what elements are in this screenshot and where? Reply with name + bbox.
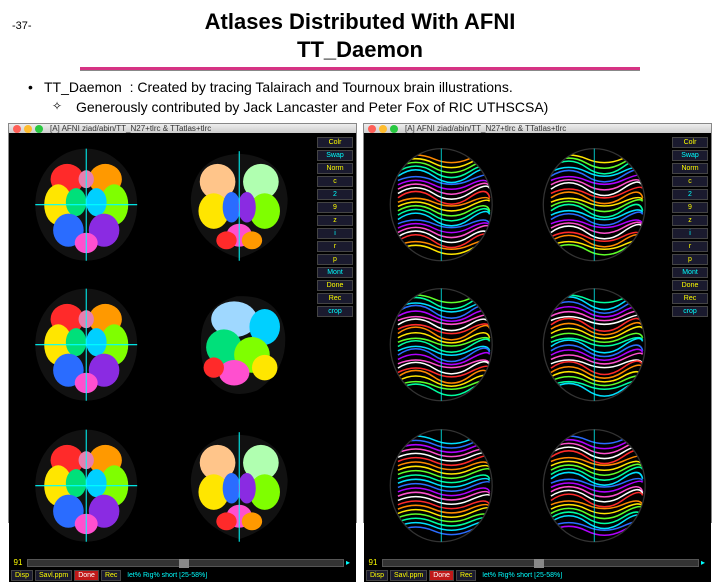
title-line-2: TT_Daemon: [297, 37, 423, 62]
bottom-button[interactable]: Done: [74, 570, 99, 581]
bullet-text: TT_Daemon : Created by tracing Talairach…: [44, 78, 513, 98]
bullet-desc: : Created by tracing Talairach and Tourn…: [130, 79, 513, 95]
sidebar-button[interactable]: Swap: [672, 150, 708, 161]
slider-thumb[interactable]: [179, 559, 189, 568]
sidebar-button[interactable]: crop: [317, 306, 353, 317]
close-icon[interactable]: [13, 125, 21, 133]
sidebar-button[interactable]: Colr: [672, 137, 708, 148]
zoom-icon[interactable]: [35, 125, 43, 133]
sidebar-button[interactable]: 2: [672, 189, 708, 200]
left-panel: [A] AFNI ziad/abin/TT_N27+tlrc & TTatlas…: [8, 123, 357, 523]
window-title: [A] AFNI ziad/abin/TT_N27+tlrc & TTatlas…: [50, 124, 211, 133]
minimize-icon[interactable]: [24, 125, 32, 133]
brain-slice[interactable]: [366, 135, 517, 273]
sub-bullet-marker: ✧: [52, 98, 76, 118]
bullet-row: • TT_Daemon : Created by tracing Talaira…: [28, 78, 700, 98]
page-title: Atlases Distributed With AFNI TT_Daemon: [0, 0, 720, 63]
sidebar-button[interactable]: Mont: [317, 267, 353, 278]
bottom-bar: 91 ▸ DispSavl.ppmDoneRec let% Rig% short…: [9, 557, 356, 582]
window-titlebar: [A] AFNI ziad/abin/TT_N27+tlrc & TTatlas…: [364, 124, 711, 133]
sidebar-button[interactable]: z: [317, 215, 353, 226]
right-panel: [A] AFNI ziad/abin/TT_N27+tlrc & TTatlas…: [363, 123, 712, 523]
sidebar-button[interactable]: Colr: [317, 137, 353, 148]
sub-bullet-row: ✧ Generously contributed by Jack Lancast…: [52, 98, 700, 118]
bottom-button[interactable]: Savl.ppm: [390, 570, 427, 581]
bottom-button[interactable]: Disp: [11, 570, 33, 581]
bottom-button[interactable]: Done: [429, 570, 454, 581]
slider-value: 91: [366, 558, 380, 567]
brain-grid: Colr Swap Norm c 2 9 zirp Mont Done Rec crop: [9, 133, 356, 556]
brain-slice[interactable]: [164, 276, 315, 414]
status-text: let% Rig% short [25-58%]: [127, 572, 207, 579]
button-row: DispSavl.ppmDoneRec let% Rig% short [25-…: [364, 569, 711, 582]
sidebar-button[interactable]: r: [672, 241, 708, 252]
bottom-button[interactable]: Rec: [101, 570, 121, 581]
sidebar-button[interactable]: Rec: [317, 293, 353, 304]
slider-arrow-icon[interactable]: ▸: [346, 558, 354, 567]
bullet-block: • TT_Daemon : Created by tracing Talaira…: [28, 78, 700, 117]
brain-slice[interactable]: [164, 135, 315, 273]
bottom-button[interactable]: Disp: [366, 570, 388, 581]
sidebar-button[interactable]: 9: [672, 202, 708, 213]
button-row: DispSavl.ppmDoneRec let% Rig% short [25-…: [9, 569, 356, 582]
window-title: [A] AFNI ziad/abin/TT_N27+tlrc & TTatlas…: [405, 124, 566, 133]
sidebar-button[interactable]: Mont: [672, 267, 708, 278]
minimize-icon[interactable]: [379, 125, 387, 133]
sidebar-button[interactable]: Done: [672, 280, 708, 291]
bullet-marker: •: [28, 78, 44, 98]
window-titlebar: [A] AFNI ziad/abin/TT_N27+tlrc & TTatlas…: [9, 124, 356, 133]
sidebar-button[interactable]: 2: [317, 189, 353, 200]
bottom-button[interactable]: Rec: [456, 570, 476, 581]
brain-slice[interactable]: [366, 276, 517, 414]
sub-bullet-text: Generously contributed by Jack Lancaster…: [76, 98, 548, 118]
bullet-label: TT_Daemon: [44, 79, 122, 95]
sidebar-button[interactable]: z: [672, 215, 708, 226]
slider-arrow-icon[interactable]: ▸: [701, 558, 709, 567]
bottom-bar: 91 ▸ DispSavl.ppmDoneRec let% Rig% short…: [364, 557, 711, 582]
sidebar-button[interactable]: Done: [317, 280, 353, 291]
title-underline: [80, 67, 640, 70]
brain-grid: Colr Swap Norm c 2 9 zirp Mont Done Rec crop: [364, 133, 711, 556]
slider-thumb[interactable]: [534, 559, 544, 568]
sidebar-button[interactable]: Rec: [672, 293, 708, 304]
slider-value: 91: [11, 558, 25, 567]
slider-track[interactable]: [382, 559, 699, 567]
panel-sidebar: Colr Swap Norm c 2 9 zirp Mont Done Rec crop: [316, 135, 354, 554]
brain-slice[interactable]: [164, 416, 315, 554]
zoom-icon[interactable]: [390, 125, 398, 133]
brain-slice[interactable]: [11, 135, 162, 273]
status-text: let% Rig% short [25-58%]: [482, 572, 562, 579]
brain-slice[interactable]: [366, 416, 517, 554]
slider-row: 91 ▸: [364, 557, 711, 569]
sidebar-button[interactable]: Norm: [317, 163, 353, 174]
sidebar-button[interactable]: 9: [317, 202, 353, 213]
sidebar-button[interactable]: r: [317, 241, 353, 252]
sidebar-button[interactable]: Swap: [317, 150, 353, 161]
brain-slice[interactable]: [11, 416, 162, 554]
slider-row: 91 ▸: [9, 557, 356, 569]
title-line-1: Atlases Distributed With AFNI: [205, 9, 516, 34]
brain-slice[interactable]: [11, 276, 162, 414]
brain-slice[interactable]: [519, 416, 670, 554]
page-number: -37-: [12, 20, 32, 32]
slider-track[interactable]: [27, 559, 344, 567]
sidebar-button[interactable]: crop: [672, 306, 708, 317]
bottom-button[interactable]: Savl.ppm: [35, 570, 72, 581]
close-icon[interactable]: [368, 125, 376, 133]
brain-slice[interactable]: [519, 135, 670, 273]
sidebar-button[interactable]: p: [672, 254, 708, 265]
sidebar-button[interactable]: Norm: [672, 163, 708, 174]
sidebar-button[interactable]: c: [672, 176, 708, 187]
sidebar-button[interactable]: i: [317, 228, 353, 239]
panels-container: [A] AFNI ziad/abin/TT_N27+tlrc & TTatlas…: [0, 123, 720, 523]
sidebar-button[interactable]: i: [672, 228, 708, 239]
sidebar-button[interactable]: c: [317, 176, 353, 187]
panel-sidebar: Colr Swap Norm c 2 9 zirp Mont Done Rec crop: [671, 135, 709, 554]
brain-slice[interactable]: [519, 276, 670, 414]
sidebar-button[interactable]: p: [317, 254, 353, 265]
